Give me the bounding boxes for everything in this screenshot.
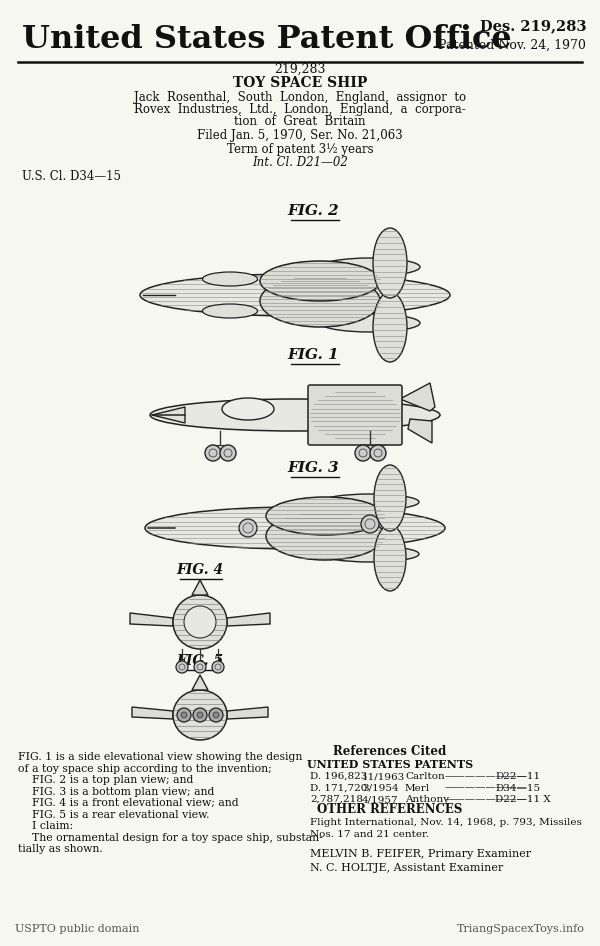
Ellipse shape xyxy=(374,465,406,531)
Ellipse shape xyxy=(260,275,380,327)
Ellipse shape xyxy=(320,258,420,276)
Text: of a toy space ship according to the invention;: of a toy space ship according to the inv… xyxy=(18,763,272,774)
Text: TOY SPACE SHIP: TOY SPACE SHIP xyxy=(233,76,367,90)
Ellipse shape xyxy=(150,399,440,431)
Text: U.S. Cl. D34—15: U.S. Cl. D34—15 xyxy=(22,170,121,183)
Text: Anthony: Anthony xyxy=(405,795,449,804)
Ellipse shape xyxy=(140,274,450,316)
Text: Carlton: Carlton xyxy=(405,772,445,781)
Ellipse shape xyxy=(373,292,407,362)
Circle shape xyxy=(212,661,224,673)
Circle shape xyxy=(209,708,223,722)
Polygon shape xyxy=(130,613,173,626)
Circle shape xyxy=(355,445,371,461)
Circle shape xyxy=(176,661,188,673)
Text: USPTO public domain: USPTO public domain xyxy=(15,924,139,934)
Ellipse shape xyxy=(222,398,274,420)
Text: United States Patent Office: United States Patent Office xyxy=(22,24,512,55)
Text: 219,283: 219,283 xyxy=(274,63,326,76)
Text: Jack  Rosenthal,  South  London,  England,  assignor  to: Jack Rosenthal, South London, England, a… xyxy=(134,91,466,104)
Text: D. 171,720: D. 171,720 xyxy=(310,783,367,793)
Text: FIG. 3: FIG. 3 xyxy=(287,461,339,475)
Text: FIG. 1: FIG. 1 xyxy=(287,348,339,362)
Text: D. 196,823: D. 196,823 xyxy=(310,772,367,781)
Polygon shape xyxy=(192,675,208,690)
Polygon shape xyxy=(400,383,435,411)
Text: Merl: Merl xyxy=(405,783,430,793)
Circle shape xyxy=(220,445,236,461)
Text: Filed Jan. 5, 1970, Ser. No. 21,063: Filed Jan. 5, 1970, Ser. No. 21,063 xyxy=(197,129,403,142)
Ellipse shape xyxy=(321,494,419,510)
Polygon shape xyxy=(227,613,270,626)
Text: Nos. 17 and 21 center.: Nos. 17 and 21 center. xyxy=(310,830,429,838)
FancyBboxPatch shape xyxy=(308,385,402,445)
Text: FIG. 2 is a top plan view; and: FIG. 2 is a top plan view; and xyxy=(18,775,193,785)
Text: 3/1954: 3/1954 xyxy=(362,783,398,793)
Ellipse shape xyxy=(173,595,227,649)
Text: FIG. 2: FIG. 2 xyxy=(287,204,339,218)
Circle shape xyxy=(239,519,257,537)
Text: Des. 219,283: Des. 219,283 xyxy=(479,19,586,33)
Text: FIG. 4 is a front elevational view; and: FIG. 4 is a front elevational view; and xyxy=(18,798,239,808)
Text: Flight International, Nov. 14, 1968, p. 793, Missiles: Flight International, Nov. 14, 1968, p. … xyxy=(310,818,582,827)
Circle shape xyxy=(361,515,379,533)
Text: 11/1963: 11/1963 xyxy=(362,772,405,781)
Circle shape xyxy=(181,712,187,718)
Text: Rovex  Industries,  Ltd.,  London,  England,  a  corpora-: Rovex Industries, Ltd., London, England,… xyxy=(134,103,466,116)
Polygon shape xyxy=(408,419,432,443)
Text: 2,787,218: 2,787,218 xyxy=(310,795,363,804)
Text: References Cited: References Cited xyxy=(334,745,446,758)
Circle shape xyxy=(197,712,203,718)
Ellipse shape xyxy=(173,690,227,740)
Text: UNITED STATES PATENTS: UNITED STATES PATENTS xyxy=(307,759,473,769)
Text: MELVIN B. FEIFER, Primary Examiner: MELVIN B. FEIFER, Primary Examiner xyxy=(310,850,531,859)
Text: FIG. 4: FIG. 4 xyxy=(176,563,224,577)
Ellipse shape xyxy=(321,546,419,562)
Text: D22—11: D22—11 xyxy=(495,772,540,781)
Ellipse shape xyxy=(320,314,420,332)
Polygon shape xyxy=(132,707,173,719)
Circle shape xyxy=(370,445,386,461)
Text: FIG. 5: FIG. 5 xyxy=(176,654,224,668)
Polygon shape xyxy=(227,707,268,719)
Circle shape xyxy=(193,708,207,722)
Ellipse shape xyxy=(203,272,257,286)
Text: TriangSpacexToys.info: TriangSpacexToys.info xyxy=(457,924,585,934)
Text: ————————: ———————— xyxy=(445,772,528,781)
Circle shape xyxy=(205,445,221,461)
Text: N. C. HOLTJE, Assistant Examiner: N. C. HOLTJE, Assistant Examiner xyxy=(310,863,503,873)
Text: FIG. 3 is a bottom plan view; and: FIG. 3 is a bottom plan view; and xyxy=(18,786,214,797)
Text: ————————: ———————— xyxy=(445,783,528,793)
Ellipse shape xyxy=(260,261,380,301)
Text: ————————: ———————— xyxy=(445,795,528,804)
Ellipse shape xyxy=(373,228,407,298)
Circle shape xyxy=(177,708,191,722)
Circle shape xyxy=(213,712,219,718)
Text: FIG. 1 is a side elevational view showing the design: FIG. 1 is a side elevational view showin… xyxy=(18,752,302,762)
Text: The ornamental design for a toy space ship, substan-: The ornamental design for a toy space sh… xyxy=(18,832,323,843)
Text: Term of patent 3½ years: Term of patent 3½ years xyxy=(227,143,373,156)
Ellipse shape xyxy=(145,507,445,549)
Polygon shape xyxy=(192,580,208,595)
Text: D22—11 X: D22—11 X xyxy=(495,795,551,804)
Ellipse shape xyxy=(266,497,384,535)
Text: tion  of  Great  Britain: tion of Great Britain xyxy=(234,115,366,128)
Ellipse shape xyxy=(266,512,384,560)
Polygon shape xyxy=(152,407,185,423)
Circle shape xyxy=(194,661,206,673)
Text: tially as shown.: tially as shown. xyxy=(18,844,103,854)
Text: OTHER REFERENCES: OTHER REFERENCES xyxy=(317,802,463,815)
Circle shape xyxy=(184,606,216,638)
Text: I claim:: I claim: xyxy=(18,821,73,831)
Text: Int. Cl. D21—02: Int. Cl. D21—02 xyxy=(252,156,348,169)
Ellipse shape xyxy=(203,304,257,318)
Ellipse shape xyxy=(374,525,406,591)
Text: Patented Nov. 24, 1970: Patented Nov. 24, 1970 xyxy=(438,39,586,52)
Text: 4/1957: 4/1957 xyxy=(362,795,398,804)
Text: FIG. 5 is a rear elevational view.: FIG. 5 is a rear elevational view. xyxy=(18,810,209,819)
Text: D34—15: D34—15 xyxy=(495,783,540,793)
